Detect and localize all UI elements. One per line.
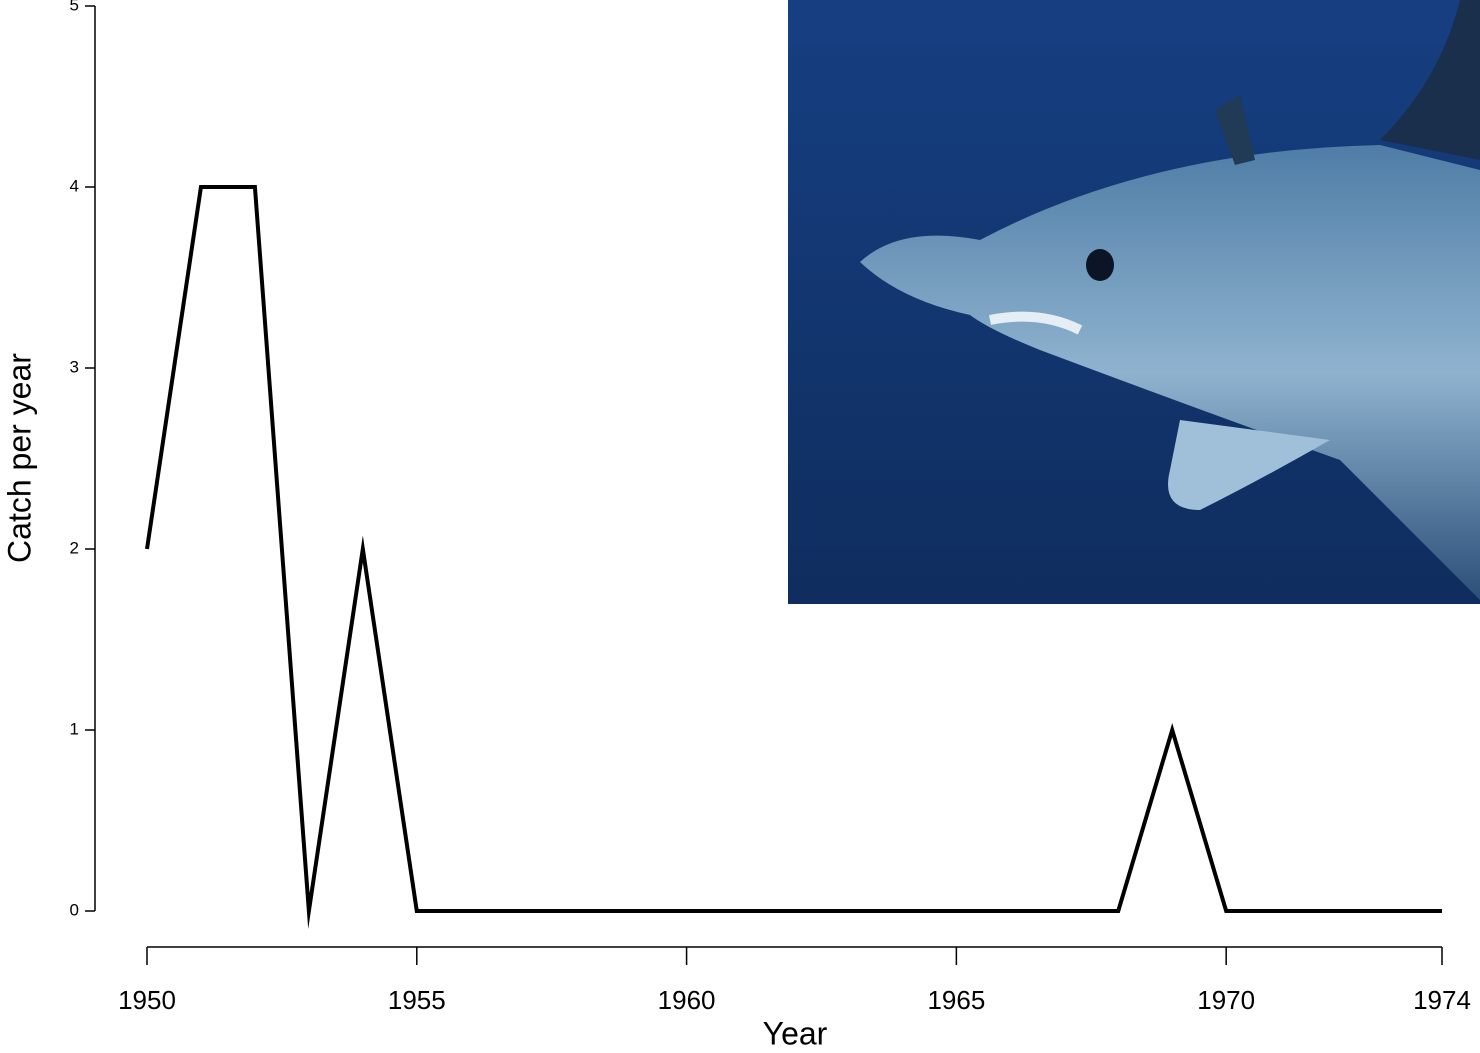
y-tick-label: 5 bbox=[70, 0, 79, 14]
y-axis-title: Catch per year bbox=[1, 353, 37, 563]
x-tick-label: 1960 bbox=[658, 985, 716, 1015]
y-tick-label: 4 bbox=[70, 176, 79, 195]
y-tick-label: 0 bbox=[70, 900, 79, 919]
x-tick-label: 1974 bbox=[1413, 985, 1471, 1015]
x-axis-title: Year bbox=[763, 1015, 828, 1051]
y-tick-label: 2 bbox=[70, 538, 79, 557]
x-tick-label: 1965 bbox=[927, 985, 985, 1015]
x-tick-label: 1950 bbox=[118, 985, 176, 1015]
x-tick-label: 1970 bbox=[1197, 985, 1255, 1015]
inset-photo bbox=[788, 0, 1480, 604]
y-tick-label: 3 bbox=[70, 357, 79, 376]
data-line bbox=[145, 185, 1442, 930]
x-tick-label: 1955 bbox=[388, 985, 446, 1015]
y-tick-label: 1 bbox=[70, 719, 79, 738]
